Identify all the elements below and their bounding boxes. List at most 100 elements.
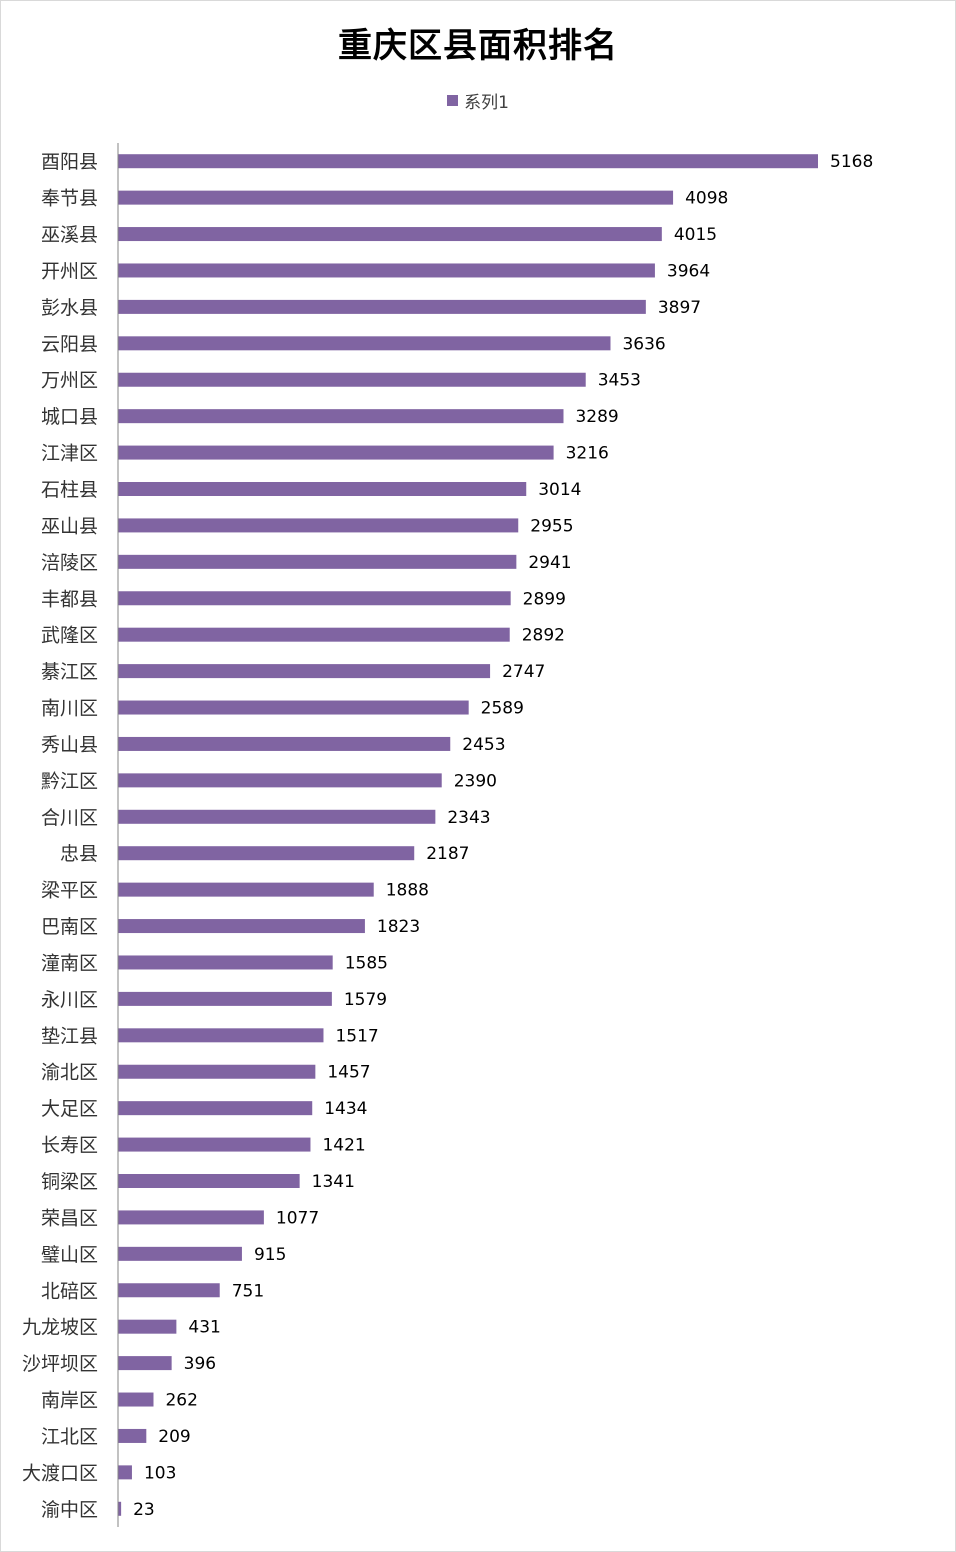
category-label: 彭水县 (41, 297, 98, 319)
value-label: 2390 (454, 771, 497, 791)
bar (118, 1174, 300, 1188)
value-label: 1579 (344, 990, 387, 1010)
category-label: 南岸区 (41, 1390, 98, 1412)
bar (118, 1210, 264, 1225)
value-label: 2955 (530, 516, 573, 536)
bar (118, 1137, 311, 1152)
value-label: 2187 (426, 844, 469, 864)
category-label: 北碚区 (41, 1280, 98, 1302)
value-label: 431 (188, 1318, 220, 1338)
value-label: 3453 (598, 371, 641, 391)
category-label: 南川区 (41, 698, 98, 720)
bar (118, 1028, 324, 1043)
category-label: 璧山区 (41, 1244, 98, 1266)
value-label: 1517 (335, 1026, 378, 1046)
value-label: 3216 (566, 444, 609, 464)
bar (118, 154, 818, 169)
value-label: 4098 (685, 189, 728, 209)
bar (118, 445, 554, 460)
bar (118, 882, 374, 897)
bar (118, 299, 646, 314)
category-label: 长寿区 (41, 1135, 98, 1157)
value-label: 2892 (522, 626, 565, 646)
bar (118, 1064, 316, 1079)
category-label: 涪陵区 (41, 552, 98, 574)
value-label: 3964 (667, 261, 710, 281)
bar (118, 1392, 154, 1407)
category-label: 巴南区 (41, 916, 98, 938)
bar (118, 846, 415, 861)
value-label: 2343 (447, 808, 490, 828)
category-label: 巫山县 (41, 515, 98, 537)
bar (118, 227, 662, 242)
category-label: 荣昌区 (41, 1207, 98, 1229)
category-label: 黔江区 (41, 770, 98, 792)
category-label: 潼南区 (41, 952, 98, 974)
bar (118, 1319, 177, 1334)
bar (118, 955, 333, 970)
value-label: 5168 (830, 152, 873, 172)
value-label: 1341 (312, 1172, 355, 1192)
category-label: 云阳县 (41, 333, 98, 355)
value-label: 1457 (327, 1063, 370, 1083)
bar (118, 1246, 242, 1261)
category-label: 城口县 (41, 406, 98, 428)
value-label: 3014 (538, 480, 581, 500)
category-label: 大足区 (41, 1098, 98, 1120)
category-label: 开州区 (41, 260, 98, 282)
value-label: 751 (232, 1281, 264, 1301)
bar (118, 482, 527, 496)
category-label: 永川区 (41, 989, 98, 1011)
bar (118, 190, 674, 205)
bar (118, 263, 655, 278)
bar (118, 700, 469, 715)
bar (118, 773, 442, 788)
value-label: 4015 (674, 225, 717, 245)
category-label: 忠县 (60, 843, 98, 865)
category-label: 梁平区 (41, 880, 98, 902)
value-label: 2589 (481, 699, 524, 719)
category-label: 武隆区 (41, 625, 98, 647)
value-label: 3636 (622, 334, 665, 354)
bar (118, 919, 365, 934)
chart-legend: 系列1 (0, 88, 956, 113)
legend-swatch (447, 95, 459, 106)
value-label: 3897 (658, 298, 701, 318)
category-label: 酉阳县 (41, 151, 98, 173)
bar (118, 1101, 313, 1116)
category-label: 九龙坡区 (22, 1317, 98, 1339)
bar (118, 809, 436, 824)
value-label: 915 (254, 1245, 286, 1265)
value-label: 396 (184, 1354, 216, 1374)
bar (118, 627, 510, 642)
category-label: 奉节县 (41, 188, 98, 210)
value-label: 1077 (276, 1208, 319, 1228)
value-label: 209 (158, 1427, 190, 1447)
value-label: 1434 (324, 1099, 367, 1119)
bar (118, 1428, 147, 1443)
value-label: 1421 (322, 1136, 365, 1156)
value-label: 103 (144, 1463, 176, 1483)
value-label: 23 (133, 1500, 155, 1520)
category-label: 渝北区 (41, 1062, 98, 1084)
bar (118, 409, 564, 424)
value-label: 2899 (523, 589, 566, 609)
category-label: 万州区 (41, 370, 98, 392)
legend-label: 系列1 (464, 93, 509, 113)
category-label: 秀山县 (41, 734, 98, 756)
category-label: 石柱县 (41, 479, 98, 501)
bar (118, 1465, 132, 1480)
value-label: 2747 (502, 662, 545, 682)
category-label: 江津区 (41, 443, 98, 465)
value-label: 1585 (345, 953, 388, 973)
value-label: 262 (165, 1391, 197, 1411)
category-label: 渝中区 (41, 1499, 98, 1521)
value-label: 1823 (377, 917, 420, 937)
bar (118, 736, 451, 751)
bar (118, 372, 586, 387)
bar (118, 664, 491, 679)
category-label: 合川区 (41, 807, 98, 829)
value-label: 1888 (386, 881, 429, 901)
bar (118, 591, 511, 606)
